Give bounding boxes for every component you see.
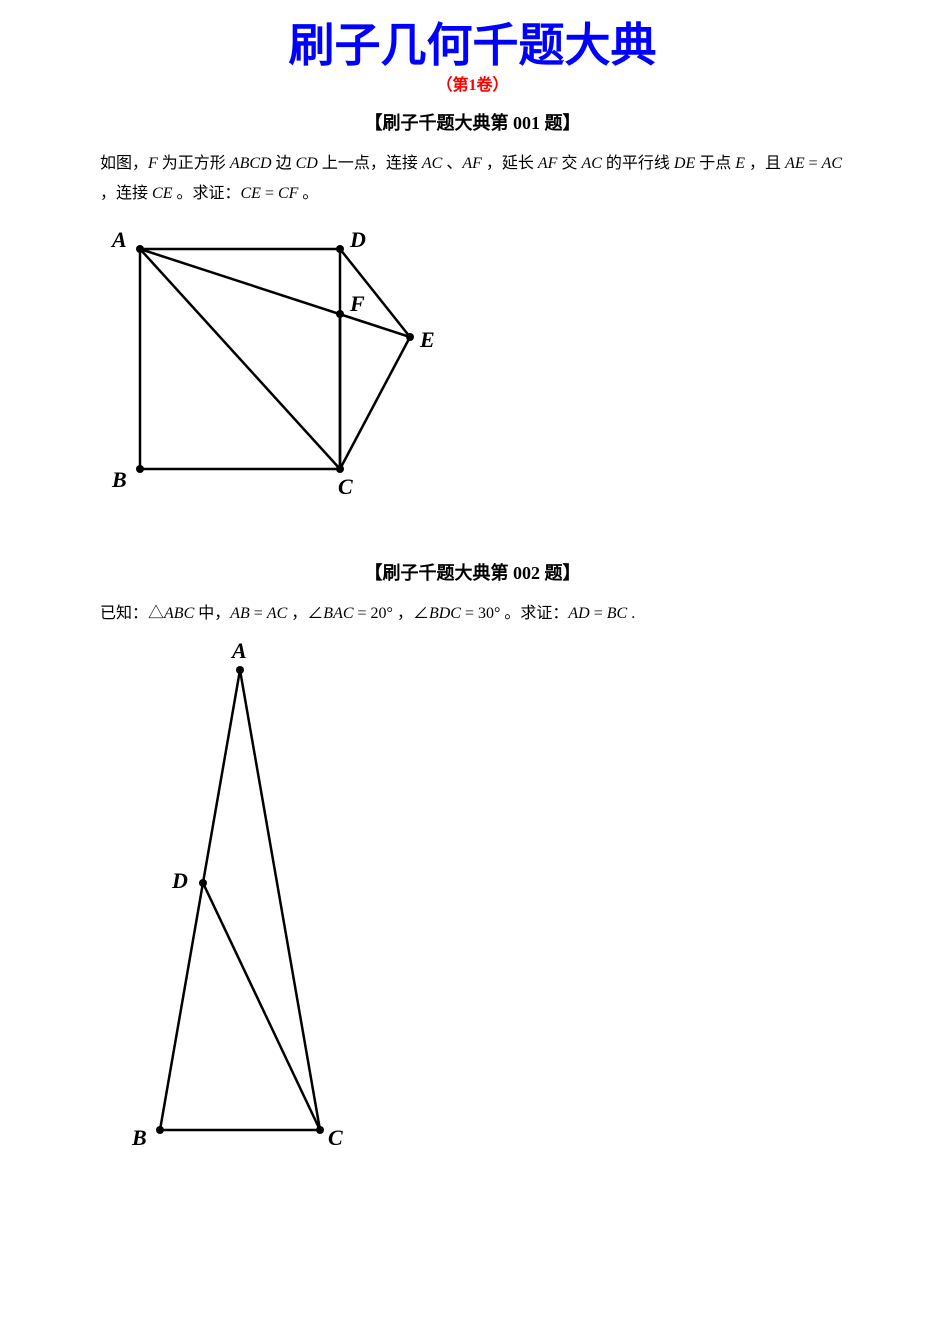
problem-001-body: 如图，F 为正方形 ABCD 边 CD 上一点，连接 AC 、AF ，延长 AF… <box>100 149 845 210</box>
problem-001-heading: 【刷子千题大典第 001 题】 <box>100 109 845 135</box>
svg-text:B: B <box>111 467 127 492</box>
problem-001-figure: A D B C F E <box>100 219 845 509</box>
figure-001-svg: A D B C F E <box>100 219 460 509</box>
subtitle: （第1卷） <box>100 71 845 95</box>
svg-text:C: C <box>328 1125 343 1150</box>
svg-text:A: A <box>110 227 127 252</box>
page: 刷子几何千题大典 （第1卷） 【刷子千题大典第 001 题】 如图，F 为正方形… <box>0 0 945 1250</box>
problem-002-body: 已知：△ABC 中，AB = AC ，∠BAC = 20° ，∠BDC = 30… <box>100 599 845 629</box>
main-title: 刷子几何千题大典 <box>100 20 845 71</box>
svg-text:D: D <box>171 868 188 893</box>
figure-002-svg: A B C D <box>100 640 380 1160</box>
problem-002-figure: A B C D <box>100 640 845 1160</box>
svg-text:A: A <box>230 640 247 663</box>
svg-text:E: E <box>419 327 435 352</box>
problem-002-heading: 【刷子千题大典第 002 题】 <box>100 559 845 585</box>
svg-text:D: D <box>349 227 366 252</box>
svg-text:C: C <box>338 474 353 499</box>
svg-text:B: B <box>131 1125 147 1150</box>
svg-text:F: F <box>349 291 365 316</box>
